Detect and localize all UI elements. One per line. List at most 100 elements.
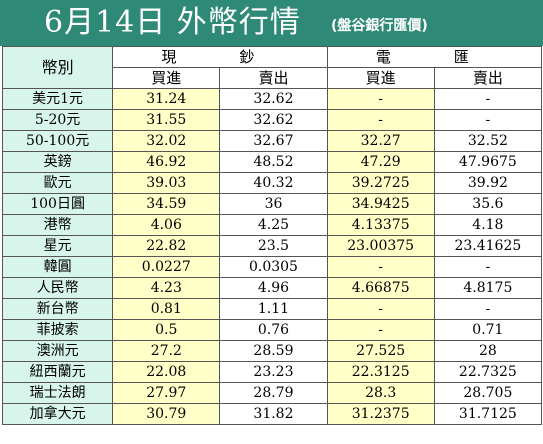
- cash-buy-value: 4.23: [112, 277, 221, 299]
- table-row: 歐元 39.03 40.32 39.2725 39.92: [1, 172, 543, 194]
- transfer-sell-value: 39.92: [433, 172, 543, 194]
- table-row: 菲披索 0.5 0.76-0.71: [1, 319, 543, 341]
- transfer-sell-value: 35.6: [433, 193, 543, 215]
- table-row: 加拿大元 30.79 31.82 31.2375 31.7125: [1, 403, 543, 425]
- cash-sell-value: 40.32: [219, 172, 328, 194]
- cash-buy-value: 0.0227: [112, 256, 221, 278]
- currency-name: 港幣: [1, 214, 114, 236]
- transfer-buy-value: 28.3: [326, 382, 435, 404]
- currency-name: 50-100元: [1, 130, 114, 152]
- currency-name: 100日圓: [1, 193, 114, 215]
- transfer-buy-value: 4.13375: [326, 214, 435, 236]
- cash-buy-value: 32.02: [112, 130, 221, 152]
- cash-sell-value: 36: [219, 193, 328, 215]
- currency-name: 英鎊: [1, 151, 114, 173]
- currency-name: 菲披索: [1, 319, 114, 341]
- transfer-sell-value: -: [433, 88, 543, 110]
- transfer-header: 電 匯: [326, 46, 543, 68]
- cash-buy-value: 4.06: [112, 214, 221, 236]
- table-row: 美元1元 31.24 32.62- -: [1, 88, 543, 110]
- table-row: 人民幣 4.23 4.96 4.66875 4.8175: [1, 277, 543, 299]
- transfer-buy-value: 32.27: [326, 130, 435, 152]
- table-row: 星元 22.82 23.5 23.00375 23.41625: [1, 235, 543, 257]
- currency-name: 瑞士法朗: [1, 382, 114, 404]
- cash-sell-value: 4.96: [219, 277, 328, 299]
- currency-name: 加拿大元: [1, 403, 114, 425]
- transfer-sell-value: 4.18: [433, 214, 543, 236]
- table-row: 100日圓 34.59 36 34.9425 35.6: [1, 193, 543, 215]
- table-row: 紐西蘭元 22.08 23.23 22.3125 22.7325: [1, 361, 543, 383]
- transfer-buy-value: 39.2725: [326, 172, 435, 194]
- currency-name: 新台幣: [1, 298, 114, 320]
- cash-sell-value: 0.0305: [219, 256, 328, 278]
- transfer-buy-value: -: [326, 319, 435, 341]
- cash-sell-value: 1.11: [219, 298, 328, 320]
- currency-name: 星元: [1, 235, 114, 257]
- table-row: 50-100元 32.02 32.67 32.27 32.52: [1, 130, 543, 152]
- transfer-buy-value: 23.00375: [326, 235, 435, 257]
- cash-sell-value: 32.62: [219, 109, 328, 131]
- source-label: (盤谷銀行匯價): [331, 18, 428, 34]
- cash-sell-value: 48.52: [219, 151, 328, 173]
- cash-sell-value: 32.67: [219, 130, 328, 152]
- transfer-sell-value: 23.41625: [433, 235, 543, 257]
- header-row-group: 幣別 現 鈔 電 匯: [1, 46, 543, 89]
- transfer-buy-header: 買進: [326, 67, 435, 89]
- currency-name: 美元1元: [1, 88, 114, 110]
- table-row: 澳洲元 27.2 28.59 27.525 28: [1, 340, 543, 362]
- table-row: 韓圓 0.0227 0.0305- -: [1, 256, 543, 278]
- transfer-buy-value: 47.29: [326, 151, 435, 173]
- title-bar: 6月14日 外幣行情 (盤谷銀行匯價): [0, 0, 543, 46]
- transfer-sell-value: -: [433, 256, 543, 278]
- page-title: 6月14日 外幣行情: [44, 5, 301, 40]
- transfer-buy-value: -: [326, 256, 435, 278]
- currency-name: 歐元: [1, 172, 114, 194]
- cash-buy-value: 34.59: [112, 193, 221, 215]
- cash-buy-value: 39.03: [112, 172, 221, 194]
- table-row: 5-20元 31.55 32.62- -: [1, 109, 543, 131]
- cash-sell-value: 28.59: [219, 340, 328, 362]
- header-row-sub: 買進 賣出 買進 賣出: [3, 67, 543, 89]
- table-row: 港幣 4.06 4.25 4.13375 4.18: [1, 214, 543, 236]
- currency-name: 紐西蘭元: [1, 361, 114, 383]
- cash-buy-header: 買進: [112, 67, 221, 89]
- transfer-sell-value: 47.9675: [433, 151, 543, 173]
- cash-buy-value: 0.5: [112, 319, 221, 341]
- transfer-buy-value: -: [326, 109, 435, 131]
- cash-buy-value: 31.55: [112, 109, 221, 131]
- cash-buy-value: 27.2: [112, 340, 221, 362]
- transfer-sell-value: 28.705: [433, 382, 543, 404]
- cash-buy-value: 27.97: [112, 382, 221, 404]
- cash-sell-value: 0.76: [219, 319, 328, 341]
- cash-sell-value: 31.82: [219, 403, 328, 425]
- cash-buy-value: 22.08: [112, 361, 221, 383]
- transfer-sell-value: 31.7125: [433, 403, 543, 425]
- transfer-buy-value: -: [326, 298, 435, 320]
- table-row: 瑞士法朗 27.97 28.79 28.3 28.705: [1, 382, 543, 404]
- cash-buy-value: 46.92: [112, 151, 221, 173]
- cash-sell-value: 28.79: [219, 382, 328, 404]
- cash-header: 現 鈔: [112, 46, 328, 68]
- transfer-sell-value: 32.52: [433, 130, 543, 152]
- currency-name: 韓圓: [1, 256, 114, 278]
- transfer-buy-value: 31.2375: [326, 403, 435, 425]
- cash-sell-value: 32.62: [219, 88, 328, 110]
- rate-table: 幣別 現 鈔 電 匯 買進 賣出 買進 賣出 美元1元 31.24 32.62- -5…: [1, 46, 543, 425]
- table-row: 新台幣 0.81 1.11- -: [1, 298, 543, 320]
- cash-sell-value: 23.5: [219, 235, 328, 257]
- currency-name: 人民幣: [1, 277, 114, 299]
- transfer-buy-value: 34.9425: [326, 193, 435, 215]
- cash-buy-value: 30.79: [112, 403, 221, 425]
- cash-sell-value: 4.25: [219, 214, 328, 236]
- transfer-sell-value: 22.7325: [433, 361, 543, 383]
- transfer-sell-value: 28: [433, 340, 543, 362]
- transfer-sell-header: 賣出: [433, 67, 543, 89]
- currency-name: 5-20元: [1, 109, 114, 131]
- currency-name: 澳洲元: [1, 340, 114, 362]
- transfer-sell-value: 0.71: [433, 319, 543, 341]
- cash-buy-value: 22.82: [112, 235, 221, 257]
- transfer-buy-value: 22.3125: [326, 361, 435, 383]
- cash-buy-value: 0.81: [112, 298, 221, 320]
- transfer-buy-value: 27.525: [326, 340, 435, 362]
